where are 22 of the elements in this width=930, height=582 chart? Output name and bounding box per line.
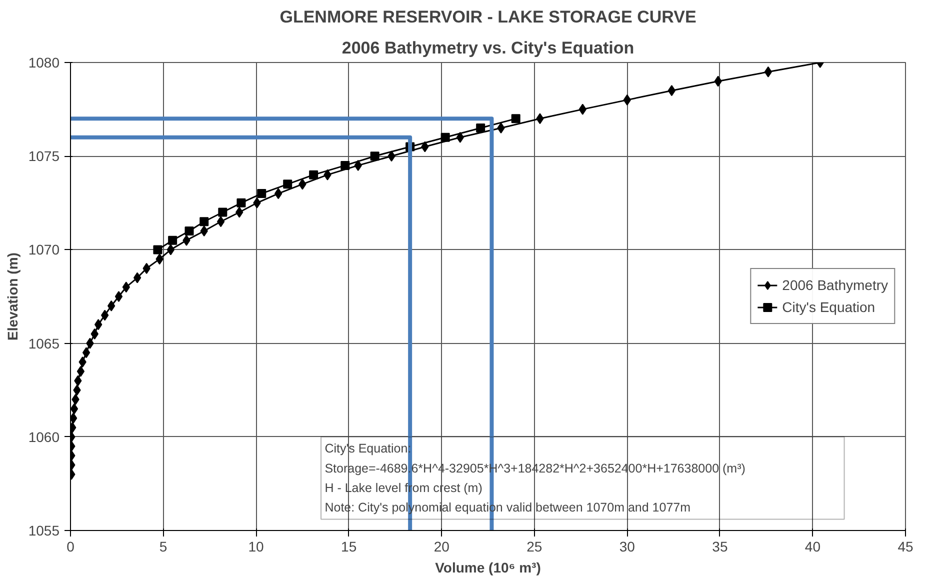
x-tick-label: 30 (619, 538, 636, 554)
x-tick-label: 45 (898, 538, 914, 554)
x-tick-label: 25 (526, 538, 542, 554)
y-tick-label: 1065 (28, 335, 60, 352)
x-tick-label: 15 (341, 538, 357, 554)
x-tick-label: 40 (804, 538, 821, 554)
y-tick-label: 1060 (28, 428, 60, 445)
x-tick-label: 0 (66, 538, 75, 554)
chart-title: GLENMORE RESERVOIR - LAKE STORAGE CURVE (280, 8, 696, 26)
x-tick-label: 5 (159, 538, 168, 554)
y-tick-label: 1055 (28, 522, 60, 538)
x-tick-label: 10 (248, 538, 264, 554)
legend-label: 2006 Bathymetry (782, 277, 888, 293)
x-tick-label: 35 (712, 538, 728, 554)
legend-label: City's Equation (782, 299, 876, 315)
y-axis-title: Elevation (m) (4, 252, 20, 340)
x-axis-title: Volume (10⁶ m³) (435, 560, 541, 576)
y-tick-label: 1070 (28, 242, 60, 258)
y-tick-label: 1080 (28, 54, 60, 70)
x-tick-label: 20 (434, 538, 450, 554)
y-tick-label: 1075 (28, 148, 60, 164)
chart-subtitle: 2006 Bathymetry vs. City's Equation (342, 38, 634, 58)
